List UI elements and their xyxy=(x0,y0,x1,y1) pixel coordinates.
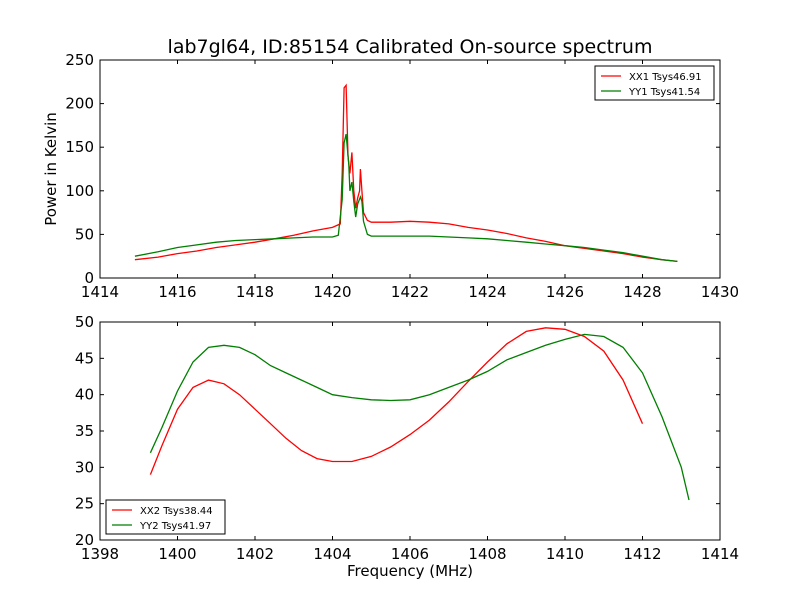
x-tick-label: 1426 xyxy=(546,283,584,301)
y-tick-label: 200 xyxy=(65,95,94,113)
x-tick-label: 1400 xyxy=(158,545,196,563)
x-tick-label: 1410 xyxy=(546,545,584,563)
series-line-xx-panel2 xyxy=(149,327,644,475)
x-tick-label: 1414 xyxy=(701,545,739,563)
x-tick-label: 1430 xyxy=(701,283,739,301)
x-tick-label: 1406 xyxy=(391,545,429,563)
y-tick-label: 100 xyxy=(65,182,94,200)
x-tick-label: 1408 xyxy=(468,545,506,563)
x-tick-label: 1422 xyxy=(391,283,429,301)
x-tick-label: 1416 xyxy=(158,283,196,301)
y-axis-label: Power in Kelvin xyxy=(42,112,60,226)
legend-label: YY2 Tsys41.97 xyxy=(139,521,211,532)
x-axis-label: Frequency (MHz) xyxy=(347,562,473,580)
legend-box xyxy=(594,65,715,101)
x-tick-label: 1404 xyxy=(313,545,351,563)
series-line-yy-panel2 xyxy=(149,333,690,501)
y-tick-label: 50 xyxy=(75,313,94,331)
series-line-yy-panel1 xyxy=(134,133,678,263)
y-tick-label: 0 xyxy=(84,269,94,287)
y-tick-label: 45 xyxy=(75,349,94,367)
legend-label: XX1 Tsys46.91 xyxy=(629,72,702,83)
y-tick-label: 50 xyxy=(75,225,94,243)
legend: XX2 Tsys38.44 YY2 Tsys41.97 xyxy=(105,499,226,535)
y-tick-label: 150 xyxy=(65,138,94,156)
y-tick-label: 35 xyxy=(75,422,94,440)
x-tick-label: 1420 xyxy=(313,283,351,301)
legend: XX1 Tsys46.91 YY1 Tsys41.54 xyxy=(594,65,715,101)
y-tick-label: 20 xyxy=(75,531,94,549)
x-tick-label: 1412 xyxy=(623,545,661,563)
x-tick-label: 1424 xyxy=(468,283,506,301)
y-tick-label: 40 xyxy=(75,386,94,404)
x-tick-label: 1402 xyxy=(236,545,274,563)
x-tick-label: 1398 xyxy=(81,545,119,563)
x-tick-label: 1418 xyxy=(236,283,274,301)
chart-title: lab7gl64, ID:85154 Calibrated On-source … xyxy=(168,36,653,58)
legend-box xyxy=(105,499,226,535)
legend-label: XX2 Tsys38.44 xyxy=(140,506,213,517)
y-tick-label: 30 xyxy=(75,458,94,476)
y-tick-label: 25 xyxy=(75,495,94,513)
x-tick-label: 1414 xyxy=(81,283,119,301)
top-panel: 1414 1416 1418 1420 1422 1424 1426 1428 1430 0 50 1… xyxy=(42,51,739,301)
legend-label: YY1 Tsys41.54 xyxy=(628,87,700,98)
x-tick-label: 1428 xyxy=(623,283,661,301)
y-tick-label: 250 xyxy=(65,51,94,69)
bottom-panel: 1398 1400 1402 1404 1406 1408 1410 1412 1414 20 25… xyxy=(75,313,739,580)
